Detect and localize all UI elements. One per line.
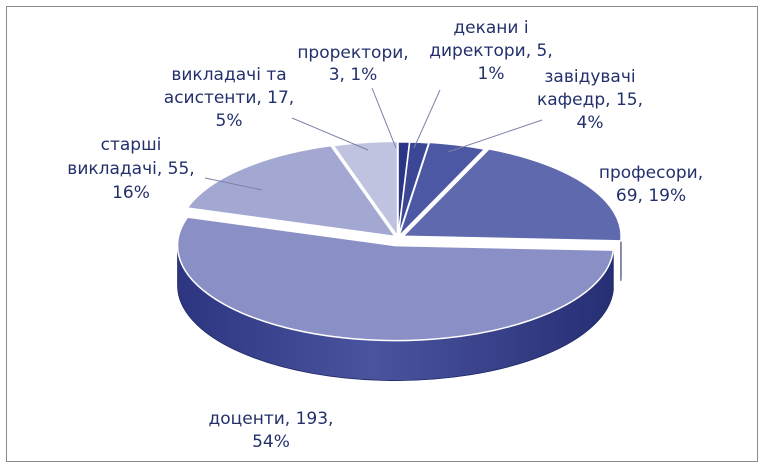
data-label-senior-lecturers: старші викладачі, 55, 16% [67, 135, 194, 203]
data-labels: проректори, 3, 1% декани і директори, 5, 1% з… [67, 18, 703, 452]
data-label-prorectors: проректори, 3, 1% [297, 43, 408, 85]
pie-slice-heads-of-departments [398, 141, 487, 237]
data-label-line: декани і [453, 18, 528, 38]
data-label-line: 16% [112, 183, 150, 203]
leader-lines [204, 87, 543, 191]
pie-slice-professors [401, 148, 622, 242]
data-label-line: директори, 5, [429, 41, 553, 61]
data-label-line: професори, [599, 163, 703, 183]
leader-line-deans-directors [413, 89, 441, 149]
pie-top-slices [176, 140, 622, 342]
data-label-professors: професори, 69, 19% [599, 163, 703, 206]
data-label-associate-professors: доценти, 193, 54% [209, 409, 334, 452]
data-label-line: доценти, 193, [209, 409, 334, 429]
data-label-line: викладачі та [171, 65, 286, 85]
data-label-line: кафедр, 15, [537, 90, 643, 110]
data-label-line: завідувачі [544, 67, 635, 87]
data-label-line: проректори, [297, 43, 408, 63]
data-label-heads-of-departments: завідувачі кафедр, 15, 4% [537, 67, 643, 133]
data-label-line: 3, 1% [329, 65, 378, 85]
data-label-line: асистенти, 17, [164, 88, 294, 108]
data-label-line: старші [101, 135, 162, 155]
pie-slice-senior-lecturers [185, 144, 397, 238]
pie-slice-associate-professors [176, 216, 615, 342]
leader-line-senior-lecturers [204, 177, 263, 191]
data-label-line: 4% [577, 113, 604, 133]
data-label-line: викладачі, 55, [67, 159, 194, 179]
data-label-line: 5% [216, 111, 243, 131]
leader-line-lecturers-assistants [291, 117, 369, 151]
data-label-line: 54% [252, 432, 290, 452]
data-label-line: 1% [478, 64, 505, 84]
data-label-line: 69, 19% [616, 186, 686, 206]
leader-line-heads-of-departments [447, 119, 543, 153]
data-label-lecturers-assistants: викладачі та асистенти, 17, 5% [164, 65, 294, 131]
data-label-deans-directors: декани і директори, 5, 1% [429, 18, 553, 84]
pie-slice-lecturers-assistants [331, 140, 399, 239]
leader-line-prorectors [371, 87, 397, 149]
